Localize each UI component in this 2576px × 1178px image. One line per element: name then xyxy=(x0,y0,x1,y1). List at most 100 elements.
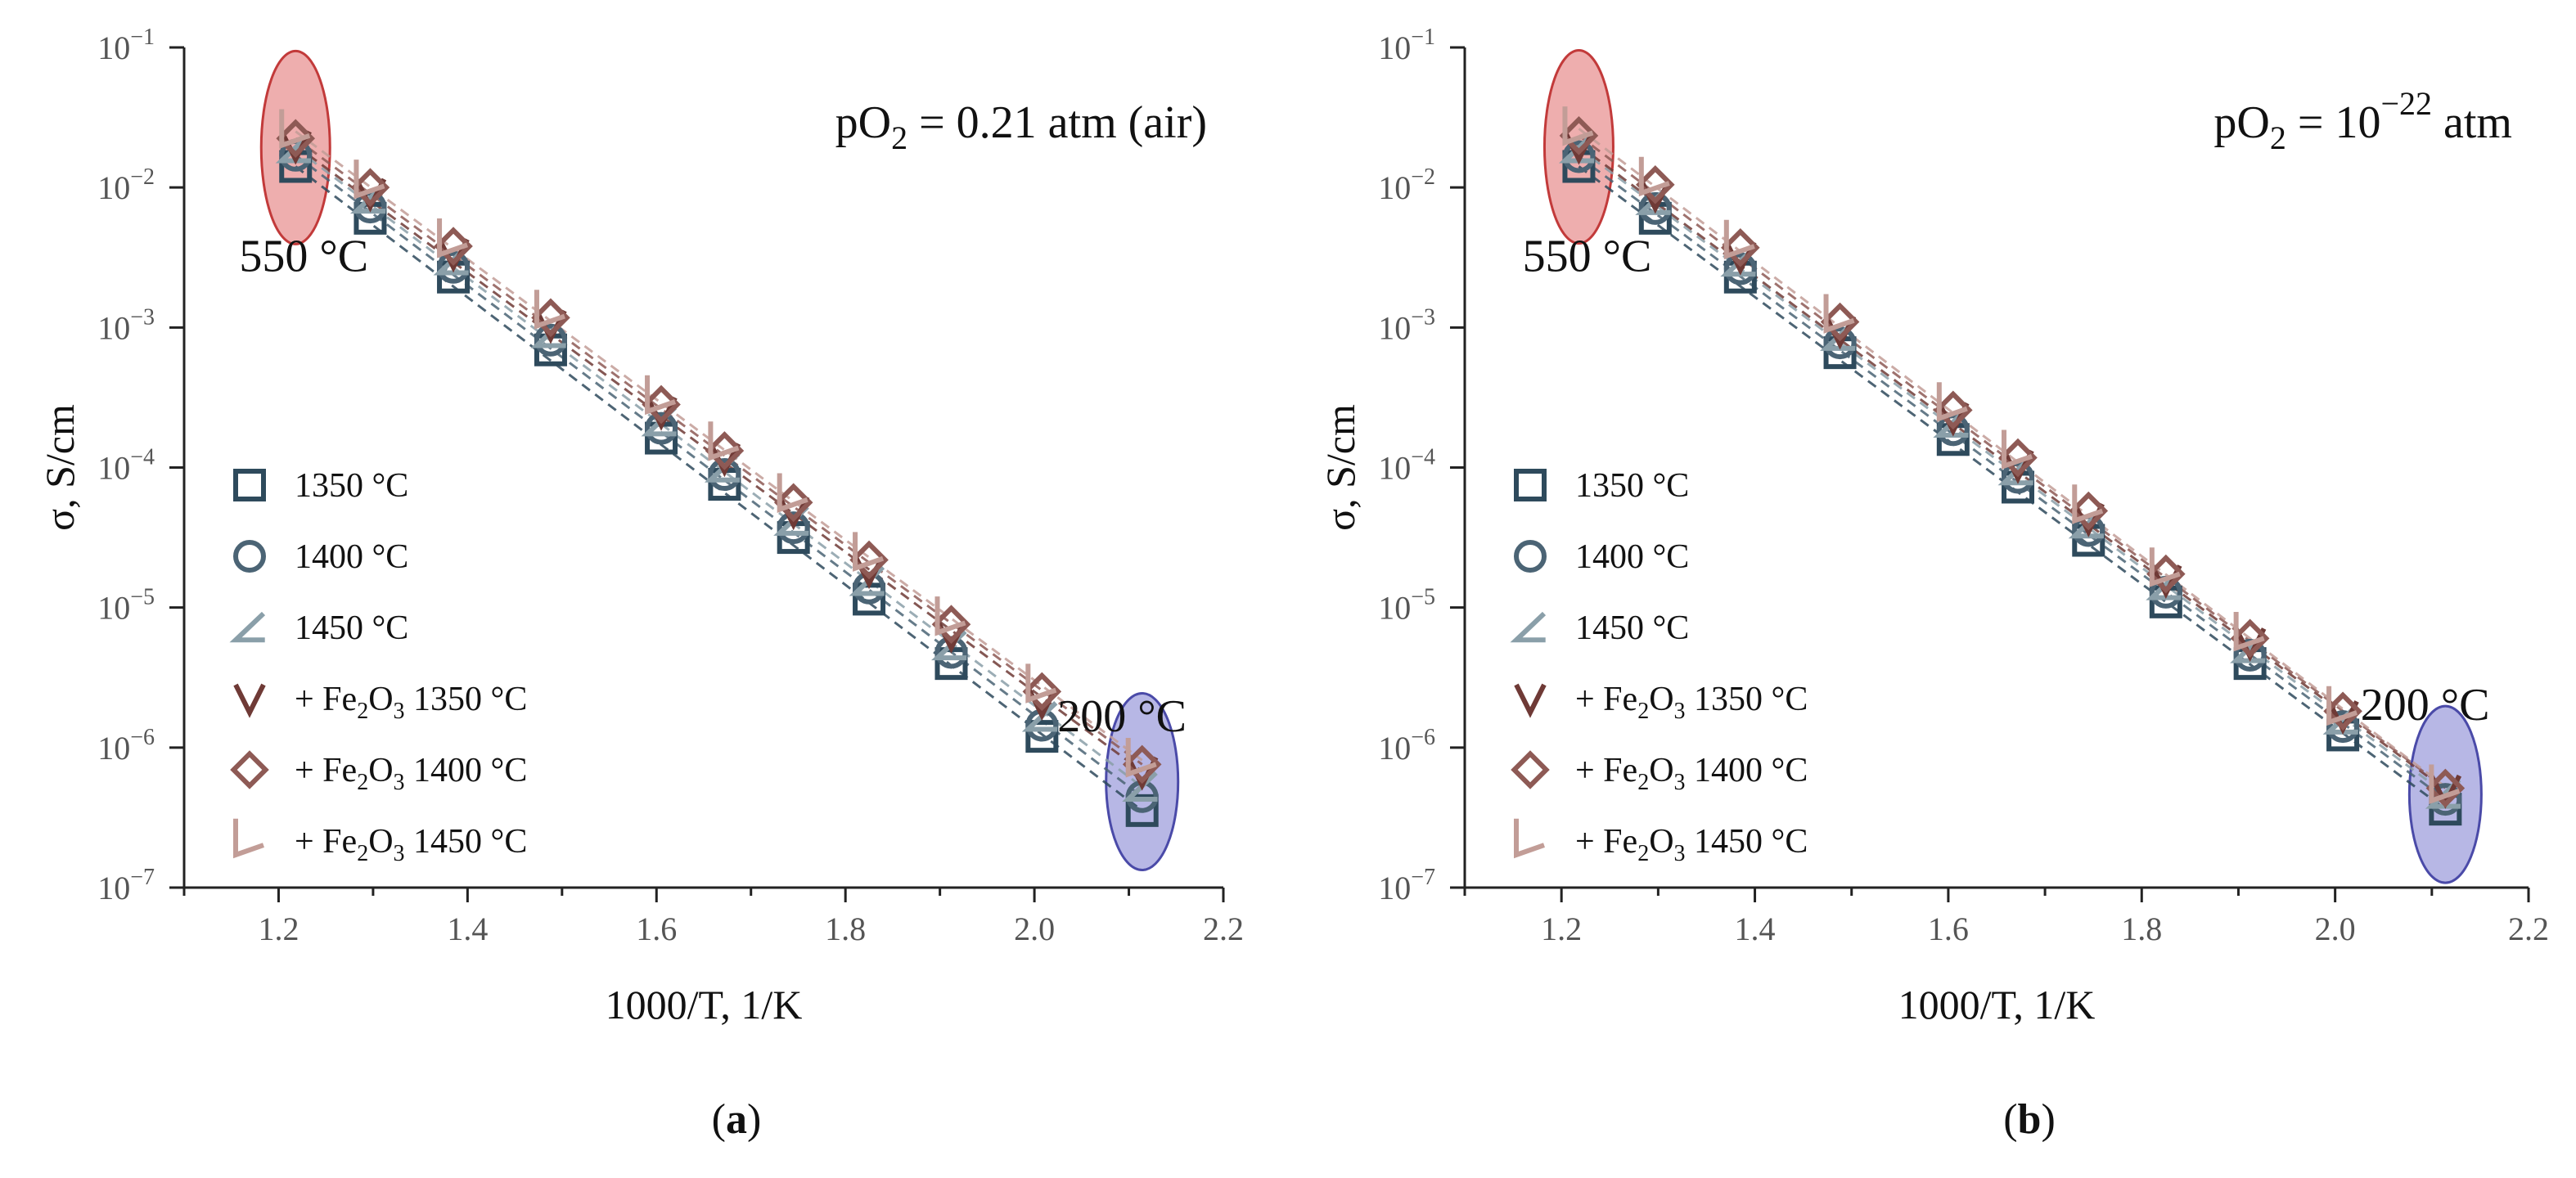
x-tick-label: 1.2 xyxy=(258,910,299,947)
x-tick-label: 1.2 xyxy=(1541,910,1582,947)
data-point xyxy=(437,250,471,284)
data-point xyxy=(2002,429,2033,470)
legend-label: 1400 °C xyxy=(1575,538,1689,576)
data-point xyxy=(777,511,810,545)
data-point xyxy=(1820,302,1860,342)
data-point xyxy=(853,532,885,572)
legend-label: 1450 °C xyxy=(1575,609,1689,647)
data-point xyxy=(1562,106,1594,146)
data-point xyxy=(2233,611,2265,652)
data-point xyxy=(2326,710,2360,744)
data-point xyxy=(1721,227,1760,268)
data-point xyxy=(534,323,567,357)
fit-line xyxy=(295,147,1143,788)
y-axis-title: σ, S/cm xyxy=(1317,404,1363,531)
legend-label: 1350 °C xyxy=(1575,467,1689,505)
legend-marker xyxy=(233,818,264,859)
legend-marker xyxy=(1514,469,1547,501)
data-point xyxy=(645,411,678,445)
data-point xyxy=(279,130,312,165)
data-point xyxy=(708,458,741,492)
y-tick-label: 10−3 xyxy=(1378,304,1435,346)
y-tick-label: 10−2 xyxy=(1378,164,1435,206)
data-point xyxy=(275,133,312,164)
fit-line xyxy=(295,154,1143,798)
x-axis-title: 1000/T, 1/K xyxy=(1898,982,2096,1027)
legend-label: 1400 °C xyxy=(295,538,408,576)
legend-marker xyxy=(1514,540,1547,573)
x-tick-label: 2.2 xyxy=(1203,910,1244,947)
fit-line xyxy=(1578,128,2447,788)
x-tick-label: 1.6 xyxy=(1928,910,1969,947)
y-tick-label: 10−4 xyxy=(1378,445,1435,487)
data-point xyxy=(1934,390,1973,430)
data-point xyxy=(534,290,565,330)
legend-marker xyxy=(233,683,266,718)
data-point xyxy=(934,596,966,636)
y-tick-label: 10−1 xyxy=(1378,25,1435,66)
data-point xyxy=(279,109,311,149)
data-point xyxy=(2425,768,2466,808)
legend-marker xyxy=(233,540,266,573)
legend-label: 1350 °C xyxy=(295,467,408,505)
data-point xyxy=(1823,294,1855,334)
legend-marker xyxy=(1514,818,1545,859)
x-axis-title: 1000/T, 1/K xyxy=(606,982,803,1027)
panel-a: 1.2 1.4 1.6 1.8 2.0 2.2 10−7 10−6 10−5 10−4 10−3 10… xyxy=(37,25,1244,1143)
x-tick-label: 1.4 xyxy=(447,910,488,947)
legend-marker xyxy=(1514,683,1547,718)
data-point xyxy=(1636,164,1675,205)
y-tick-label: 10−1 xyxy=(97,25,155,66)
data-point xyxy=(354,160,385,200)
legend-label: + Fe2O3 1350 °C xyxy=(1575,681,1808,724)
annotation-200: 200 °C xyxy=(1057,691,1187,742)
legend-marker xyxy=(230,750,269,789)
panel-label: (a) xyxy=(712,1096,762,1143)
data-point xyxy=(777,473,808,513)
data-point xyxy=(645,396,678,431)
data-point xyxy=(350,168,390,207)
legend-marker xyxy=(1511,750,1550,789)
fit-line xyxy=(295,137,1143,766)
data-point xyxy=(2146,554,2186,594)
y-tick-label: 10−5 xyxy=(97,585,155,627)
y-tick-label: 10−2 xyxy=(97,164,155,206)
condition-label: pO2 = 0.21 atm (air) xyxy=(835,97,1207,156)
y-tick-label: 10−3 xyxy=(97,304,155,346)
legend-label: 1450 °C xyxy=(295,609,408,647)
data-point xyxy=(2230,618,2270,659)
y-tick-label: 10−6 xyxy=(1378,725,1435,767)
data-point xyxy=(1122,744,1162,785)
data-point xyxy=(705,431,745,470)
legend-label: + Fe2O3 1450 °C xyxy=(1575,823,1808,866)
data-point xyxy=(1998,438,2038,478)
data-point xyxy=(1025,663,1057,704)
data-point xyxy=(708,421,740,461)
data-point xyxy=(2072,484,2104,524)
data-point xyxy=(1823,326,1857,360)
x-tick-label: 1.8 xyxy=(2121,910,2162,947)
y-tick-label: 10−7 xyxy=(1378,865,1435,906)
x-tick-label: 2.2 xyxy=(2508,910,2549,947)
x-tick-label: 2.0 xyxy=(2315,910,2356,947)
data-point xyxy=(531,298,570,338)
data-point xyxy=(642,384,681,425)
legend-marker xyxy=(233,469,266,501)
x-tick-label: 1.6 xyxy=(636,910,677,947)
data-point xyxy=(2069,491,2109,531)
data-point xyxy=(1562,140,1596,173)
data-point xyxy=(2429,764,2461,804)
legend-label: + Fe2O3 1400 °C xyxy=(1575,752,1808,795)
data-point xyxy=(2323,691,2362,731)
x-tick-label: 1.4 xyxy=(1735,910,1776,947)
data-point xyxy=(773,483,813,523)
data-point xyxy=(1125,738,1157,778)
data-point xyxy=(2425,778,2461,809)
condition-label: pO2 = 10−22 atm xyxy=(2213,85,2512,156)
panel-label: (b) xyxy=(2003,1096,2056,1143)
data-point xyxy=(849,540,889,580)
panel-b: 1.2 1.4 1.6 1.8 2.0 2.2 10−7 10−6 10−5 10−4 10−3 10… xyxy=(1317,25,2549,1143)
data-point xyxy=(1122,771,1158,803)
fit-line xyxy=(295,130,1143,762)
data-point xyxy=(1125,794,1159,827)
